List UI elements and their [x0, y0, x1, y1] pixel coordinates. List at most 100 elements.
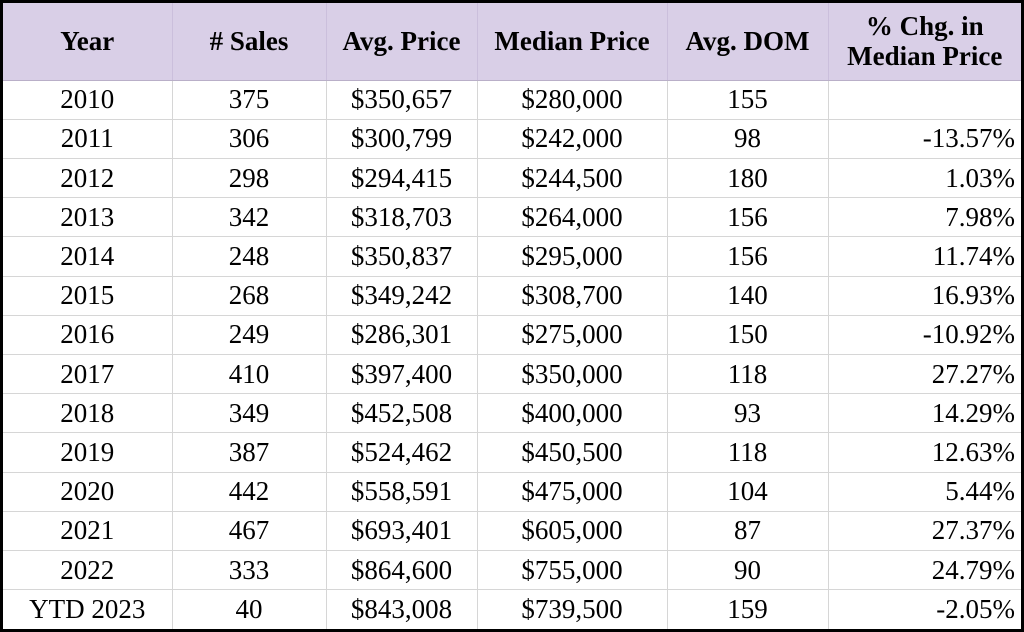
cell-median-price: $739,500 — [477, 589, 668, 629]
cell-avg-price: $300,799 — [326, 119, 478, 159]
cell-pct-chg: 12.63% — [828, 432, 1021, 473]
cell-avg-price: $350,657 — [326, 80, 478, 120]
table-row: YTD 2023 40 $843,008 $739,500 159 -2.05% — [3, 589, 1021, 629]
cell-median-price: $755,000 — [477, 550, 668, 591]
cell-sales: 268 — [172, 276, 327, 316]
header-median-price: Median Price — [477, 3, 668, 81]
cell-median-price: $400,000 — [477, 393, 668, 434]
table-row: 2021 467 $693,401 $605,000 87 27.37% — [3, 511, 1021, 551]
cell-year: 2019 — [3, 432, 173, 473]
cell-avg-dom: 155 — [667, 80, 829, 120]
header-avg-price: Avg. Price — [326, 3, 478, 81]
cell-avg-dom: 159 — [667, 589, 829, 629]
cell-sales: 442 — [172, 472, 327, 512]
cell-avg-dom: 140 — [667, 276, 829, 316]
table-row: 2016 249 $286,301 $275,000 150 -10.92% — [3, 315, 1021, 355]
cell-year: YTD 2023 — [3, 589, 173, 629]
cell-sales: 298 — [172, 158, 327, 199]
table-row: 2022 333 $864,600 $755,000 90 24.79% — [3, 550, 1021, 591]
cell-pct-chg — [828, 80, 1021, 120]
table-row: 2011 306 $300,799 $242,000 98 -13.57% — [3, 119, 1021, 159]
header-avg-dom: Avg. DOM — [667, 3, 829, 81]
cell-avg-dom: 93 — [667, 393, 829, 434]
cell-year: 2018 — [3, 393, 173, 434]
cell-sales: 375 — [172, 80, 327, 120]
cell-avg-price: $558,591 — [326, 472, 478, 512]
cell-year: 2022 — [3, 550, 173, 591]
cell-avg-price: $864,600 — [326, 550, 478, 591]
table-row: 2019 387 $524,462 $450,500 118 12.63% — [3, 432, 1021, 473]
cell-year: 2015 — [3, 276, 173, 316]
cell-year: 2010 — [3, 80, 173, 120]
table-row: 2014 248 $350,837 $295,000 156 11.74% — [3, 236, 1021, 277]
cell-median-price: $280,000 — [477, 80, 668, 120]
cell-sales: 387 — [172, 432, 327, 473]
table-header: Year # Sales Avg. Price Median Price Avg… — [3, 3, 1021, 81]
cell-year: 2011 — [3, 119, 173, 159]
cell-avg-price: $843,008 — [326, 589, 478, 629]
cell-pct-chg: 27.37% — [828, 511, 1021, 551]
cell-avg-dom: 156 — [667, 197, 829, 238]
cell-avg-price: $349,242 — [326, 276, 478, 316]
cell-avg-dom: 118 — [667, 432, 829, 473]
table-body: 2010 375 $350,657 $280,000 155 2011 306 $300,79… — [3, 80, 1021, 629]
cell-avg-price: $397,400 — [326, 354, 478, 395]
cell-pct-chg: -13.57% — [828, 119, 1021, 159]
cell-avg-dom: 150 — [667, 315, 829, 355]
cell-pct-chg: 24.79% — [828, 550, 1021, 591]
cell-year: 2013 — [3, 197, 173, 238]
table-row: 2020 442 $558,591 $475,000 104 5.44% — [3, 472, 1021, 512]
cell-year: 2021 — [3, 511, 173, 551]
table-row: 2015 268 $349,242 $308,700 140 16.93% — [3, 276, 1021, 316]
cell-sales: 349 — [172, 393, 327, 434]
cell-sales: 333 — [172, 550, 327, 591]
cell-avg-price: $350,837 — [326, 236, 478, 277]
cell-median-price: $242,000 — [477, 119, 668, 159]
header-pct-chg-line2: Median Price — [847, 41, 1003, 72]
cell-pct-chg: 16.93% — [828, 276, 1021, 316]
cell-sales: 306 — [172, 119, 327, 159]
cell-sales: 410 — [172, 354, 327, 395]
cell-median-price: $264,000 — [477, 197, 668, 238]
cell-pct-chg: 14.29% — [828, 393, 1021, 434]
cell-avg-dom: 104 — [667, 472, 829, 512]
table-row: 2018 349 $452,508 $400,000 93 14.29% — [3, 393, 1021, 434]
cell-median-price: $605,000 — [477, 511, 668, 551]
cell-year: 2014 — [3, 236, 173, 277]
cell-avg-dom: 118 — [667, 354, 829, 395]
cell-median-price: $475,000 — [477, 472, 668, 512]
cell-pct-chg: 1.03% — [828, 158, 1021, 199]
cell-median-price: $350,000 — [477, 354, 668, 395]
sales-table: Year # Sales Avg. Price Median Price Avg… — [3, 3, 1021, 629]
cell-sales: 467 — [172, 511, 327, 551]
cell-avg-price: $693,401 — [326, 511, 478, 551]
cell-pct-chg: 27.27% — [828, 354, 1021, 395]
cell-pct-chg: 5.44% — [828, 472, 1021, 512]
table-row: 2013 342 $318,703 $264,000 156 7.98% — [3, 197, 1021, 238]
cell-avg-dom: 98 — [667, 119, 829, 159]
header-year: Year — [3, 3, 173, 81]
cell-median-price: $244,500 — [477, 158, 668, 199]
cell-median-price: $295,000 — [477, 236, 668, 277]
header-pct-chg-line1: % Chg. in — [865, 11, 984, 42]
table-row: 2010 375 $350,657 $280,000 155 — [3, 80, 1021, 120]
cell-avg-dom: 180 — [667, 158, 829, 199]
header-row: Year # Sales Avg. Price Median Price Avg… — [3, 3, 1021, 81]
cell-avg-price: $524,462 — [326, 432, 478, 473]
cell-pct-chg: 7.98% — [828, 197, 1021, 238]
table-row: 2012 298 $294,415 $244,500 180 1.03% — [3, 158, 1021, 199]
header-sales: # Sales — [172, 3, 327, 81]
cell-median-price: $450,500 — [477, 432, 668, 473]
cell-year: 2017 — [3, 354, 173, 395]
cell-avg-price: $452,508 — [326, 393, 478, 434]
cell-avg-dom: 156 — [667, 236, 829, 277]
cell-avg-price: $318,703 — [326, 197, 478, 238]
cell-pct-chg: -2.05% — [936, 594, 1015, 625]
cell-sales: 249 — [172, 315, 327, 355]
cell-sales: 342 — [172, 197, 327, 238]
cell-median-price: $308,700 — [477, 276, 668, 316]
cell-sales: 248 — [172, 236, 327, 277]
header-pct-chg: % Chg. in Median Price — [828, 3, 1021, 81]
cell-avg-price: $286,301 — [326, 315, 478, 355]
